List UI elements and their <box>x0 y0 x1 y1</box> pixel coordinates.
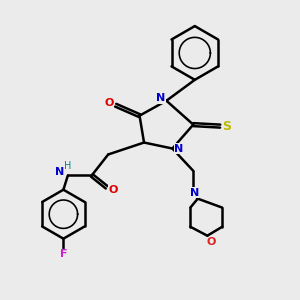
Text: N: N <box>174 143 184 154</box>
Text: S: S <box>222 120 231 133</box>
Text: O: O <box>206 237 216 247</box>
Text: N: N <box>190 188 199 198</box>
Text: H: H <box>64 161 72 171</box>
Text: O: O <box>109 185 118 195</box>
Text: N: N <box>156 93 166 103</box>
Text: O: O <box>104 98 114 108</box>
Text: F: F <box>60 249 67 259</box>
Text: N: N <box>55 167 64 177</box>
